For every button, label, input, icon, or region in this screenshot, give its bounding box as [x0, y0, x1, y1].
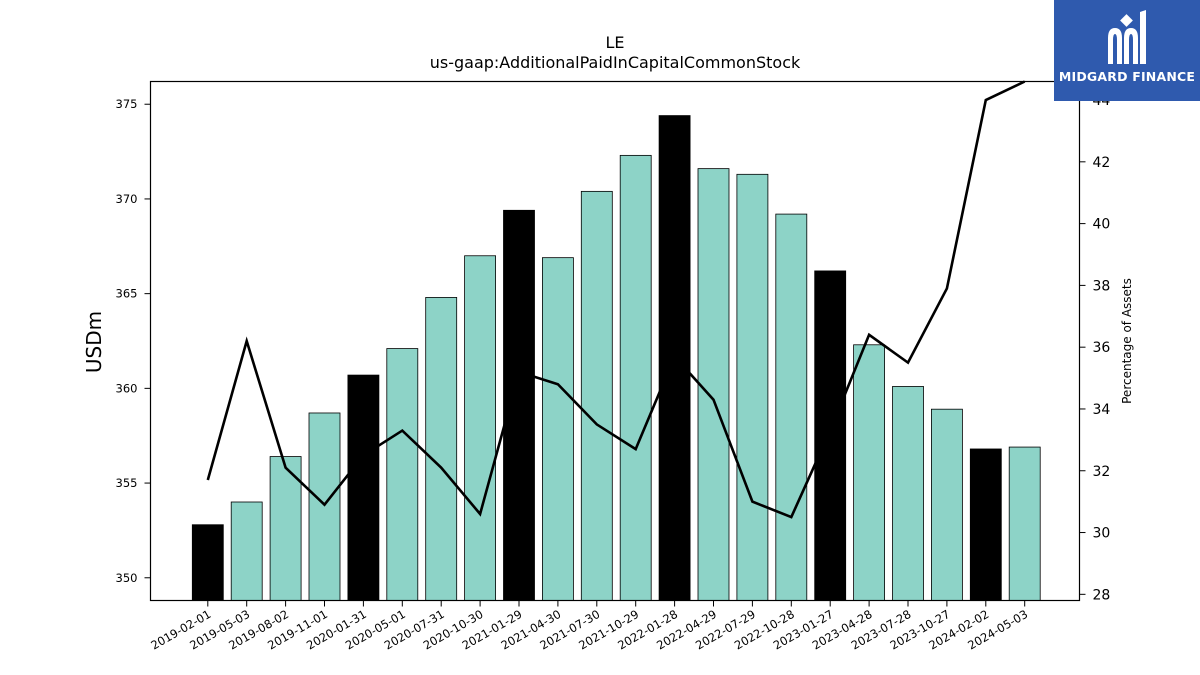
right-tick-label: 38: [1093, 278, 1111, 294]
midgard-logo-icon: [1108, 10, 1146, 64]
y-axis-label-right: Percentage of Assets: [1120, 278, 1134, 404]
left-tick-label: 365: [116, 287, 138, 301]
bar-2021-07-30: [580, 190, 613, 601]
brand-logo: MIDGARD FINANCE: [1054, 0, 1200, 101]
right-tick-label: 32: [1093, 464, 1111, 480]
bar-2024-05-03: [1008, 446, 1041, 601]
right-tick-label: 30: [1093, 526, 1111, 542]
bar-2019-05-03: [230, 501, 263, 601]
bar-2019-02-01: [191, 524, 224, 601]
bar-2023-04-28: [853, 344, 885, 601]
line-layer: [206, 80, 1026, 519]
left-tick-label: 350: [116, 571, 138, 585]
bar-2021-01-29: [503, 209, 535, 601]
y-axis-label-left: USDm: [82, 311, 106, 373]
bar-2020-01-31: [347, 374, 380, 601]
right-tick-label: 42: [1093, 155, 1111, 171]
bar-2023-01-27: [814, 270, 847, 601]
bar-2020-07-31: [425, 297, 458, 601]
bar-2020-10-30: [464, 255, 497, 601]
x-axis: 2019-02-012019-05-032019-08-022019-11-01…: [148, 600, 1030, 653]
left-tick-label: 370: [116, 192, 138, 206]
chart-subtitle: us-gaap:AdditionalPaidInCapitalCommonSto…: [430, 53, 801, 72]
left-tick-label: 360: [116, 381, 138, 395]
chart-title: LE: [605, 33, 624, 52]
right-tick-label: 34: [1093, 402, 1111, 418]
bar-2023-10-27: [931, 408, 963, 601]
bar-2024-02-02: [969, 448, 1002, 601]
bar-2023-07-28: [892, 386, 924, 601]
line-percentage-of-assets: [206, 80, 1026, 519]
bar-2019-11-01: [308, 412, 341, 601]
bar-2021-04-30: [542, 257, 574, 601]
bar-2022-07-29: [736, 173, 769, 601]
bar-2021-10-29: [619, 154, 652, 601]
left-tick-label: 355: [116, 476, 138, 490]
right-tick-label: 40: [1093, 217, 1111, 233]
right-tick-label: 36: [1093, 340, 1111, 356]
bar-2022-04-29: [697, 168, 730, 601]
bars-layer: [191, 115, 1041, 601]
left-tick-label: 375: [116, 97, 138, 111]
plot-frame: [149, 80, 1081, 602]
logo-text: MIDGARD FINANCE: [1058, 69, 1196, 84]
bar-2020-05-01: [386, 348, 419, 601]
left-axis: 350 355 360 365 370 375: [116, 97, 151, 585]
right-tick-label: 28: [1093, 587, 1111, 603]
bar-2019-08-02: [269, 456, 302, 601]
bar-2022-10-28: [775, 213, 808, 601]
